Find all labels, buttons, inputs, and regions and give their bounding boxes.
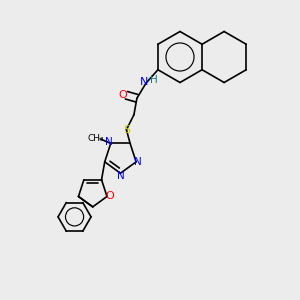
Text: N: N — [134, 157, 142, 167]
Text: N: N — [140, 77, 148, 87]
Text: O: O — [118, 90, 127, 100]
Text: O: O — [106, 191, 114, 201]
Text: N: N — [105, 137, 113, 147]
Text: N: N — [116, 171, 124, 181]
Text: S: S — [123, 125, 130, 135]
Text: H: H — [149, 75, 157, 85]
Text: CH₃: CH₃ — [87, 134, 104, 143]
